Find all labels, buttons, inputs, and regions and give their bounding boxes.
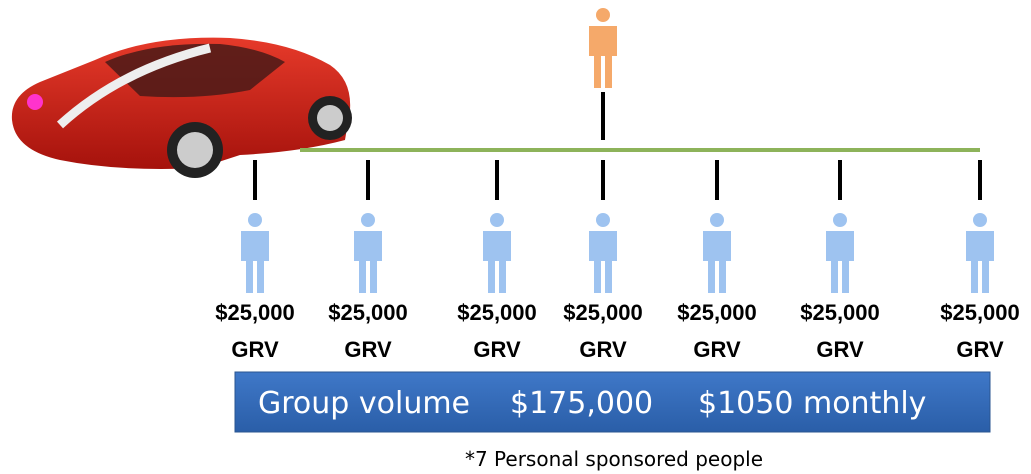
- person-head: [596, 8, 610, 22]
- person-body: [826, 231, 854, 293]
- banner-label: Group volume: [258, 386, 470, 421]
- person-head: [596, 213, 610, 227]
- person-unit: GRV: [344, 337, 392, 362]
- person-icon: [966, 213, 994, 293]
- person-amount: $25,000: [800, 300, 880, 325]
- person-unit: GRV: [473, 337, 521, 362]
- person-head: [248, 213, 262, 227]
- person-amount: $25,000: [677, 300, 757, 325]
- person-body: [589, 26, 617, 88]
- person-icon: [703, 213, 731, 293]
- person-amount: $25,000: [328, 300, 408, 325]
- person-head: [361, 213, 375, 227]
- person-icon: [483, 213, 511, 293]
- person-head: [490, 213, 504, 227]
- person-amount: $25,000: [940, 300, 1020, 325]
- person-unit: GRV: [956, 337, 1004, 362]
- person-unit: GRV: [231, 337, 279, 362]
- person-unit: GRV: [693, 337, 741, 362]
- footnote: *7 Personal sponsored people: [465, 447, 763, 471]
- person-body: [483, 231, 511, 293]
- person-body: [966, 231, 994, 293]
- person-icon: [354, 213, 382, 293]
- banner-income: $1050 monthly: [698, 386, 926, 421]
- person-body: [354, 231, 382, 293]
- car: [12, 38, 352, 178]
- person-amount: $25,000: [563, 300, 643, 325]
- person-unit: GRV: [816, 337, 864, 362]
- person-body: [703, 231, 731, 293]
- person-amount: $25,000: [457, 300, 537, 325]
- banner-volume: $175,000: [510, 386, 653, 421]
- person-icon: [589, 213, 617, 293]
- person-head: [710, 213, 724, 227]
- person-body: [241, 231, 269, 293]
- diagram: Group volume $175,000 $1050 monthly *7 P…: [0, 0, 1031, 474]
- person-amount: $25,000: [215, 300, 295, 325]
- person-head: [833, 213, 847, 227]
- person-icon: [241, 213, 269, 293]
- person-body: [589, 231, 617, 293]
- person-head: [973, 213, 987, 227]
- person-unit: GRV: [579, 337, 627, 362]
- person-icon: [826, 213, 854, 293]
- person-icon: [589, 8, 617, 88]
